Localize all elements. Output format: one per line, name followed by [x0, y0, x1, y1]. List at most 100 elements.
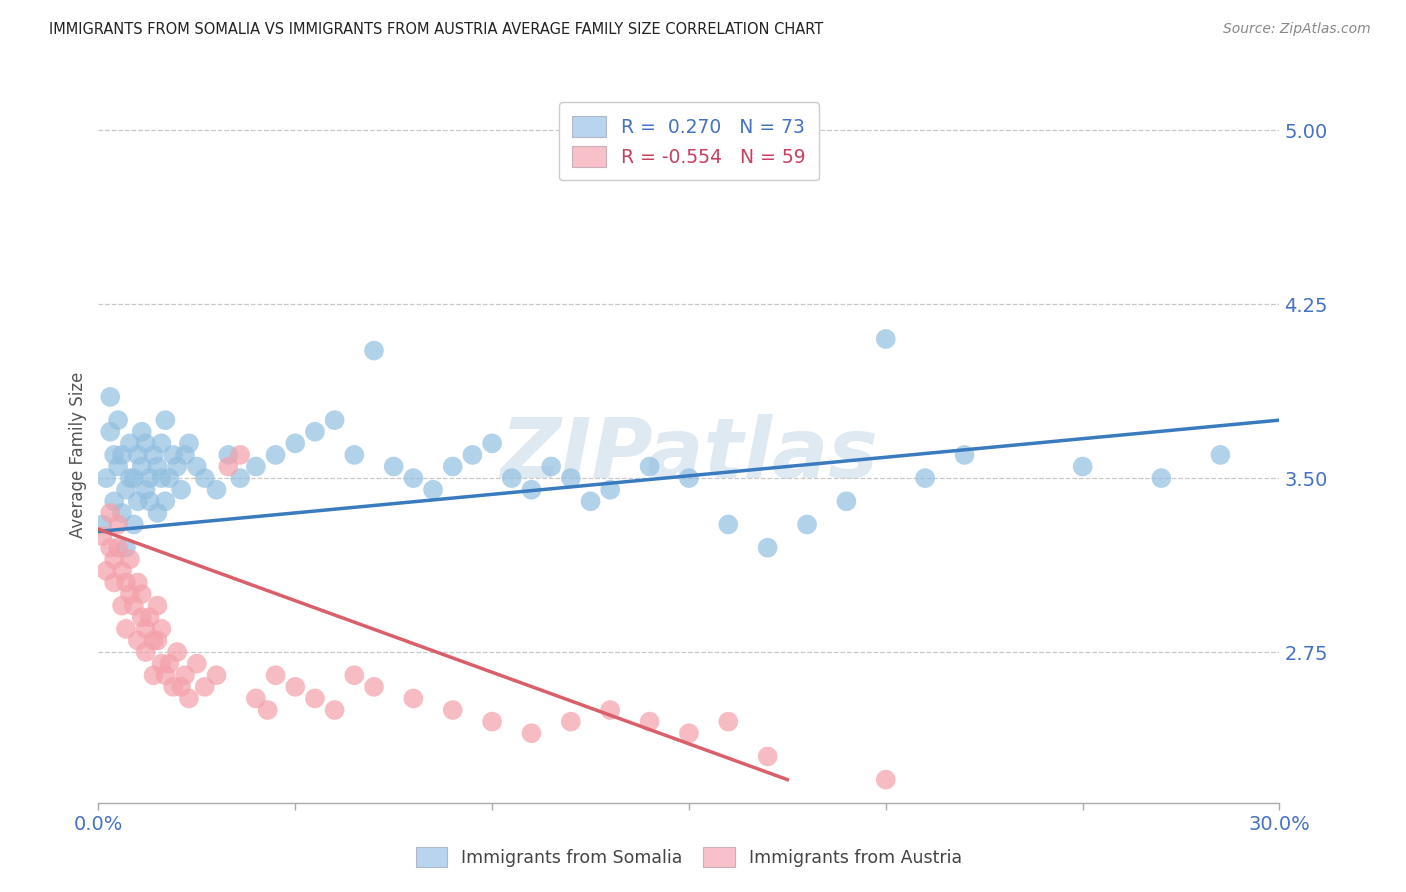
Point — [107, 541, 129, 555]
Point — [127, 448, 149, 462]
Point — [155, 413, 177, 427]
Point — [127, 633, 149, 648]
Legend: Immigrants from Somalia, Immigrants from Austria: Immigrants from Somalia, Immigrants from… — [409, 840, 969, 874]
Point — [111, 599, 134, 613]
Point — [323, 703, 346, 717]
Point — [103, 575, 125, 590]
Point — [229, 471, 252, 485]
Point — [135, 436, 157, 450]
Point — [157, 657, 180, 671]
Point — [284, 680, 307, 694]
Point — [953, 448, 976, 462]
Point — [678, 471, 700, 485]
Point — [1071, 459, 1094, 474]
Point — [107, 459, 129, 474]
Point — [540, 459, 562, 474]
Point — [115, 622, 138, 636]
Text: ZIPatlas: ZIPatlas — [501, 415, 877, 495]
Point — [150, 436, 173, 450]
Point — [579, 494, 602, 508]
Point — [186, 657, 208, 671]
Point — [146, 459, 169, 474]
Point — [245, 691, 267, 706]
Point — [122, 471, 145, 485]
Point — [115, 541, 138, 555]
Point — [875, 332, 897, 346]
Point — [96, 564, 118, 578]
Point — [264, 668, 287, 682]
Point — [118, 471, 141, 485]
Point — [402, 471, 425, 485]
Point — [98, 425, 121, 439]
Point — [170, 680, 193, 694]
Point — [796, 517, 818, 532]
Point — [835, 494, 858, 508]
Point — [264, 448, 287, 462]
Point — [245, 459, 267, 474]
Point — [481, 436, 503, 450]
Point — [115, 483, 138, 497]
Point — [461, 448, 484, 462]
Point — [142, 633, 165, 648]
Point — [115, 575, 138, 590]
Point — [638, 459, 661, 474]
Point — [560, 714, 582, 729]
Point — [103, 494, 125, 508]
Point — [501, 471, 523, 485]
Point — [111, 564, 134, 578]
Point — [150, 657, 173, 671]
Point — [146, 633, 169, 648]
Point — [304, 691, 326, 706]
Point — [170, 483, 193, 497]
Point — [402, 691, 425, 706]
Point — [118, 587, 141, 601]
Point — [91, 517, 114, 532]
Point — [717, 517, 740, 532]
Point — [174, 448, 197, 462]
Point — [122, 599, 145, 613]
Point — [107, 413, 129, 427]
Point — [138, 494, 160, 508]
Point — [98, 541, 121, 555]
Point — [138, 610, 160, 624]
Point — [304, 425, 326, 439]
Point — [560, 471, 582, 485]
Point — [135, 645, 157, 659]
Point — [756, 749, 779, 764]
Point — [150, 471, 173, 485]
Point — [441, 703, 464, 717]
Point — [166, 645, 188, 659]
Point — [127, 494, 149, 508]
Point — [186, 459, 208, 474]
Point — [1150, 471, 1173, 485]
Text: Source: ZipAtlas.com: Source: ZipAtlas.com — [1223, 22, 1371, 37]
Point — [914, 471, 936, 485]
Point — [205, 668, 228, 682]
Point — [875, 772, 897, 787]
Point — [131, 610, 153, 624]
Point — [118, 436, 141, 450]
Point — [98, 390, 121, 404]
Point — [162, 448, 184, 462]
Point — [323, 413, 346, 427]
Text: IMMIGRANTS FROM SOMALIA VS IMMIGRANTS FROM AUSTRIA AVERAGE FAMILY SIZE CORRELATI: IMMIGRANTS FROM SOMALIA VS IMMIGRANTS FR… — [49, 22, 824, 37]
Point — [131, 587, 153, 601]
Point — [177, 436, 200, 450]
Point — [205, 483, 228, 497]
Point — [135, 622, 157, 636]
Point — [441, 459, 464, 474]
Point — [343, 448, 366, 462]
Point — [717, 714, 740, 729]
Point — [481, 714, 503, 729]
Point — [256, 703, 278, 717]
Point — [422, 483, 444, 497]
Point — [118, 552, 141, 566]
Point — [343, 668, 366, 682]
Point — [155, 494, 177, 508]
Point — [520, 483, 543, 497]
Point — [177, 691, 200, 706]
Point — [111, 506, 134, 520]
Point — [103, 552, 125, 566]
Point — [103, 448, 125, 462]
Point — [155, 668, 177, 682]
